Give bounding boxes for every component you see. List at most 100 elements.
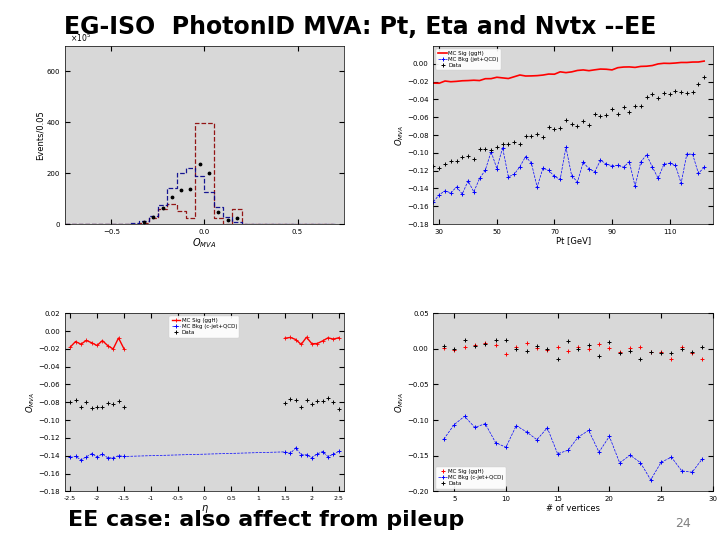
MC Bkg (c-jet+QCD) <box>471 424 480 431</box>
MC Bkg (c-jet+QCD) <box>302 451 311 458</box>
X-axis label: Pt [GeV]: Pt [GeV] <box>556 237 590 245</box>
MC Sig (ggH) <box>458 78 467 84</box>
MC Bkg (c-jet+QCD) <box>585 427 593 434</box>
Line: MC Bkg (c-jet+QCD): MC Bkg (c-jet+QCD) <box>68 446 341 462</box>
MC Bkg (jet+QCD) <box>475 175 484 181</box>
MC Sig (ggH) <box>573 67 582 73</box>
MC Bkg (jet+QCD) <box>481 167 490 173</box>
MC Sig (ggH) <box>585 346 593 353</box>
MC Bkg (c-jet+QCD) <box>286 450 294 457</box>
MC Sig (ggH) <box>688 350 696 356</box>
MC Sig (ggH) <box>688 59 697 65</box>
MC Bkg (jet+QCD) <box>533 184 541 191</box>
MC Bkg (jet+QCD) <box>694 170 703 177</box>
MC Bkg (c-jet+QCD) <box>450 421 459 428</box>
MC Bkg (c-jet+QCD) <box>688 469 696 475</box>
MC Sig (ggH) <box>502 351 510 357</box>
MC Sig (ggH) <box>585 68 593 74</box>
Line: MC Sig (ggH): MC Sig (ggH) <box>442 341 705 361</box>
MC Sig (ggH) <box>543 347 552 354</box>
MC Bkg (c-jet+QCD) <box>605 433 613 440</box>
Legend: MC Sig (ggH), MC Bkg (jet+QCD), Data: MC Sig (ggH), MC Bkg (jet+QCD), Data <box>436 49 501 70</box>
Y-axis label: $O_{MVA}$: $O_{MVA}$ <box>24 392 37 413</box>
MC Bkg (jet+QCD) <box>435 191 444 198</box>
MC Bkg (jet+QCD) <box>585 166 593 172</box>
MC Sig (ggH) <box>564 347 572 354</box>
MC Bkg (jet+QCD) <box>441 188 449 194</box>
MC Bkg (jet+QCD) <box>700 164 708 171</box>
MC Bkg (c-jet+QCD) <box>698 455 707 462</box>
MC Bkg (c-jet+QCD) <box>329 451 338 457</box>
MC Sig (ggH) <box>579 66 588 73</box>
MC Sig (ggH) <box>562 69 570 76</box>
MC Bkg (jet+QCD) <box>631 183 639 190</box>
MC Sig (ggH) <box>683 59 691 66</box>
MC Sig (ggH) <box>636 63 645 70</box>
MC Bkg (jet+QCD) <box>671 162 680 168</box>
MC Bkg (jet+QCD) <box>625 158 634 165</box>
MC Bkg (c-jet+QCD) <box>616 460 624 466</box>
Legend: MC Sig (ggH), MC Bkg (c-jet+QCD), Data: MC Sig (ggH), MC Bkg (c-jet+QCD), Data <box>436 467 506 489</box>
MC Bkg (c-jet+QCD) <box>657 459 665 465</box>
MC Bkg (jet+QCD) <box>521 153 530 160</box>
MC Sig (ggH) <box>481 340 490 346</box>
MC Bkg (jet+QCD) <box>487 148 495 155</box>
MC Bkg (jet+QCD) <box>469 188 478 195</box>
MC Sig (ggH) <box>446 78 455 85</box>
MC Sig (ggH) <box>522 340 531 346</box>
X-axis label: $\eta$: $\eta$ <box>201 503 208 515</box>
Y-axis label: Events/0.05: Events/0.05 <box>36 110 45 160</box>
MC Bkg (jet+QCD) <box>613 162 622 168</box>
MC Sig (ggH) <box>631 64 639 71</box>
MC Bkg (c-jet+QCD) <box>120 453 128 460</box>
MC Sig (ggH) <box>642 63 651 70</box>
MC Bkg (jet+QCD) <box>602 161 611 167</box>
MC Sig (ggH) <box>98 338 107 344</box>
MC Sig (ggH) <box>460 344 469 350</box>
MC Bkg (c-jet+QCD) <box>109 455 117 461</box>
MC Sig (ggH) <box>114 335 123 341</box>
MC Bkg (jet+QCD) <box>660 161 668 168</box>
MC Sig (ggH) <box>677 59 685 66</box>
MC Sig (ggH) <box>452 78 461 85</box>
MC Sig (ggH) <box>533 345 541 351</box>
MC Bkg (c-jet+QCD) <box>93 454 102 460</box>
MC Bkg (c-jet+QCD) <box>104 455 112 461</box>
MC Sig (ggH) <box>481 76 490 82</box>
MC Bkg (c-jet+QCD) <box>636 460 644 466</box>
Text: 24: 24 <box>675 517 691 530</box>
MC Bkg (jet+QCD) <box>608 163 616 169</box>
MC Bkg (jet+QCD) <box>567 173 576 179</box>
MC Sig (ggH) <box>700 58 708 64</box>
MC Sig (ggH) <box>109 346 117 352</box>
MC Bkg (c-jet+QCD) <box>502 444 510 450</box>
MC Sig (ggH) <box>626 345 634 351</box>
MC Bkg (c-jet+QCD) <box>491 440 500 446</box>
MC Bkg (jet+QCD) <box>683 151 691 157</box>
MC Bkg (jet+QCD) <box>429 199 438 205</box>
MC Bkg (c-jet+QCD) <box>553 450 562 457</box>
MC Sig (ggH) <box>550 71 559 77</box>
MC Sig (ggH) <box>667 355 676 362</box>
MC Bkg (c-jet+QCD) <box>324 454 333 460</box>
MC Sig (ggH) <box>665 60 674 66</box>
MC Bkg (c-jet+QCD) <box>678 468 686 474</box>
MC Bkg (jet+QCD) <box>596 157 605 164</box>
MC Bkg (c-jet+QCD) <box>114 453 123 459</box>
MC Bkg (jet+QCD) <box>636 159 645 165</box>
MC Sig (ggH) <box>567 69 576 75</box>
Line: MC Bkg (c-jet+QCD): MC Bkg (c-jet+QCD) <box>441 414 705 482</box>
MC Bkg (c-jet+QCD) <box>543 424 552 431</box>
MC Sig (ggH) <box>469 77 478 84</box>
MC Sig (ggH) <box>512 343 521 350</box>
MC Bkg (c-jet+QCD) <box>87 450 96 457</box>
MC Bkg (c-jet+QCD) <box>297 451 305 458</box>
MC Sig (ggH) <box>521 73 530 79</box>
MC Bkg (c-jet+QCD) <box>71 453 80 460</box>
MC Sig (ggH) <box>71 338 80 345</box>
MC Sig (ggH) <box>698 355 707 362</box>
MC Bkg (c-jet+QCD) <box>307 455 316 461</box>
MC Sig (ggH) <box>654 60 662 67</box>
MC Sig (ggH) <box>671 60 680 66</box>
MC Sig (ggH) <box>602 66 611 72</box>
